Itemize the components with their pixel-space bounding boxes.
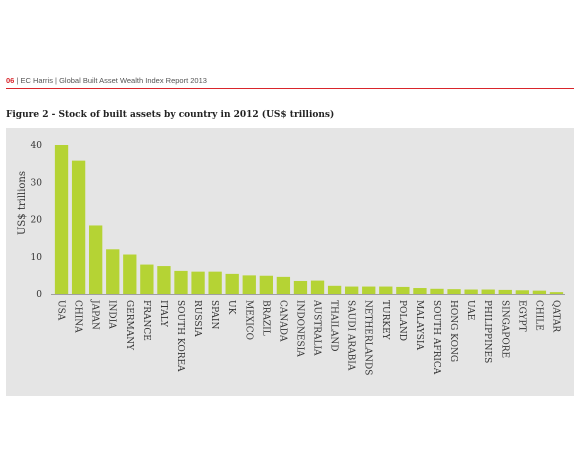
bar [498,289,512,294]
category-label: SOUTH AFRICA [431,300,441,375]
category-label: USA [56,300,66,321]
y-axis-label: US$ trillions [17,171,28,235]
y-tick-label: 40 [31,141,43,151]
bar [259,275,273,294]
category-label: SINGAPORE [499,300,509,358]
category-label: EGYPT [516,300,526,332]
bar [345,286,359,294]
category-label: POLAND [397,300,407,341]
category-label: QATAR [550,300,560,332]
bar [464,289,478,294]
bar [54,145,69,294]
bar [293,280,308,294]
bar [430,288,444,294]
bars [54,145,564,295]
category-label: AUSTRALIA [312,299,322,356]
page-number: 06 [6,76,15,85]
category-label: TURKEY [380,300,390,341]
bar [413,288,427,294]
category-label: SOUTH KOREA [175,300,185,372]
category-label: CHILE [533,300,543,331]
bar [532,290,547,294]
bar [379,286,393,294]
header-text: | EC Harris | Global Built Asset Wealth … [14,76,207,85]
bar [140,264,154,294]
category-label: GERMANY [124,300,134,351]
category-label: BRAZIL [260,300,270,336]
category-label: CHINA [73,300,83,333]
category-label: NETHERLANDS [363,300,373,375]
category-label: MALAYSIA [414,300,424,350]
y-tick-label: 10 [31,253,43,263]
category-label: FRANCE [141,300,151,341]
category-label: SPAIN [209,300,219,329]
figure-title: Figure 2 - Stock of built assets by coun… [6,110,335,120]
bar [123,254,137,294]
report-header: 06 | EC Harris | Global Built Asset Weal… [6,76,207,85]
bar [549,292,564,294]
bar [396,286,410,294]
category-label: INDIA [107,300,117,329]
y-tick-label: 30 [31,178,43,188]
bar [327,285,342,294]
bar [71,160,86,294]
bar [481,289,495,294]
category-label: RUSSIA [192,300,202,337]
header-rule [6,88,574,89]
category-label: UK [226,300,236,315]
x-axis-categories: USA CHINA JAPAN INDIA GERMANY FRANCE ITALY SOUT… [56,299,561,375]
bar [106,249,120,294]
category-label: ITALY [158,300,168,328]
category-label: MEXICO [243,300,253,340]
bar [362,286,376,294]
bar [276,276,291,294]
y-tick-label: 0 [36,290,42,300]
y-axis-ticks: 0 10 20 30 40 [31,141,43,300]
bar [89,225,103,294]
category-label: SAUDI ARABIA [346,300,356,371]
y-tick-label: 20 [31,216,43,226]
bar [208,271,222,294]
category-label: PHILIPPINES [482,300,492,363]
bar [242,275,256,295]
category-label: CANADA [277,300,287,342]
bar [191,271,205,294]
category-label: UAE [465,300,475,320]
bar [515,290,529,294]
bar [447,289,461,294]
bar [157,266,171,294]
bar [310,280,325,294]
category-label: JAPAN [90,299,100,330]
category-label: HONG KONG [448,300,458,362]
category-label: INDONESIA [294,300,304,357]
bar [174,270,188,294]
bar [225,273,239,294]
category-label: THAILAND [329,300,339,351]
